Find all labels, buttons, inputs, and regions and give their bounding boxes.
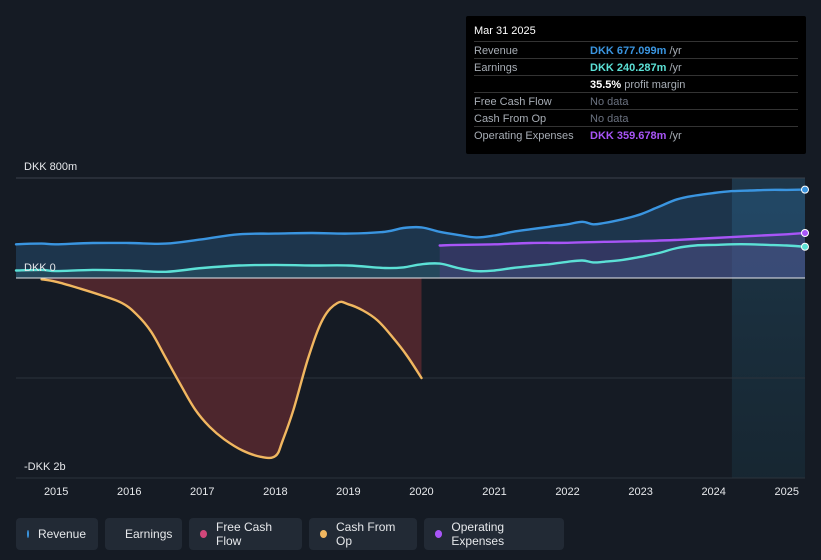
x-axis-tick-label: 2018 (263, 486, 287, 498)
legend-dot-icon (435, 530, 443, 538)
x-axis-tick-label: 2024 (701, 486, 725, 498)
tooltip-row-value: DKK 677.099m /yr (590, 45, 682, 57)
legend-label: Operating Expenses (451, 520, 505, 548)
legend-item-earnings[interactable]: Earnings (105, 518, 182, 550)
tooltip-row: Revenue DKK 677.099m /yr (474, 41, 798, 59)
legend-dot-icon (200, 530, 207, 538)
tooltip-row-label: Free Cash Flow (474, 96, 552, 108)
chart-grid (16, 177, 805, 479)
tooltip-row: Free Cash Flow No data (474, 92, 798, 110)
x-axis-tick-label: 2015 (44, 486, 68, 498)
legend-label: Revenue (37, 527, 86, 541)
legend-label: Cash From Op (336, 520, 396, 548)
legend-label: Free Cash Flow (215, 520, 273, 548)
tooltip-row-value: DKK 240.287m /yr (590, 62, 682, 74)
legend-dot-icon (27, 530, 29, 538)
chart-lines (14, 185, 809, 460)
tooltip-row: 35.5% profit margin (474, 75, 798, 93)
x-axis-tick-label: 2017 (190, 486, 214, 498)
x-axis-tick-label: 2021 (482, 486, 506, 498)
legend-item-revenue[interactable]: Revenue (16, 518, 98, 550)
tooltip-row-value: No data (590, 96, 629, 108)
operating-expenses-line (438, 231, 807, 247)
y-axis-label: -DKK 2b (24, 461, 66, 473)
x-axis-tick-label: 2022 (555, 486, 579, 498)
forecast-region (731, 178, 805, 478)
y-axis-label: DKK 800m (24, 161, 77, 173)
tooltip-row-label: Revenue (474, 45, 519, 57)
x-axis-tick-label: 2023 (628, 486, 652, 498)
tooltip-row-value: No data (590, 113, 629, 125)
x-axis-labels: 2015 2016 2017 2018 2019 2020 2021 2022 2023 2024… (44, 486, 799, 498)
earnings-line (14, 242, 807, 274)
x-axis-tick-label: 2020 (409, 486, 433, 498)
x-axis-tick-label: 2019 (336, 486, 360, 498)
tooltip-row: Operating Expenses DKK 359.678m /yr (474, 126, 798, 144)
revenue-area (16, 189, 805, 278)
chart-fills (16, 189, 805, 458)
tooltip-row-value: 35.5% profit margin (590, 79, 686, 91)
earnings-area (16, 244, 805, 278)
tooltip-row-label: Cash From Op (474, 113, 547, 125)
x-axis-tick-label: 2016 (117, 486, 141, 498)
legend-item-cash-from-op[interactable]: Cash From Op (309, 518, 417, 550)
tooltip-date: Mar 31 2025 (474, 25, 536, 37)
legend-item-free-cash-flow[interactable]: Free Cash Flow (189, 518, 302, 550)
tooltip-row: Earnings DKK 240.287m /yr (474, 58, 798, 76)
revenue-end-point (801, 185, 809, 194)
operating-expenses-end-point (801, 229, 809, 237)
cash-from-op-line (40, 278, 423, 460)
earnings-end-point (801, 242, 809, 251)
tooltip-row-label: Earnings (474, 62, 518, 74)
tooltip-row-value: DKK 359.678m /yr (590, 130, 682, 142)
tooltip-row-label: Operating Expenses (474, 130, 574, 142)
data-tooltip: Mar 31 2025 Revenue DKK 677.099m /yr Earni… (466, 16, 806, 154)
cash-from-op-area (41, 278, 422, 458)
y-axis-labels: DKK 800m DKK 0 -DKK 2b (24, 161, 77, 473)
legend-item-operating-expenses[interactable]: Operating Expenses (424, 518, 564, 550)
y-axis-label: DKK 0 (24, 262, 56, 274)
revenue-line (14, 188, 807, 246)
x-axis-tick-label: 2025 (774, 486, 798, 498)
legend-dot-icon (320, 530, 328, 538)
tooltip-row: Cash From Op No data (474, 109, 798, 127)
legend-label: Earnings (125, 527, 173, 541)
